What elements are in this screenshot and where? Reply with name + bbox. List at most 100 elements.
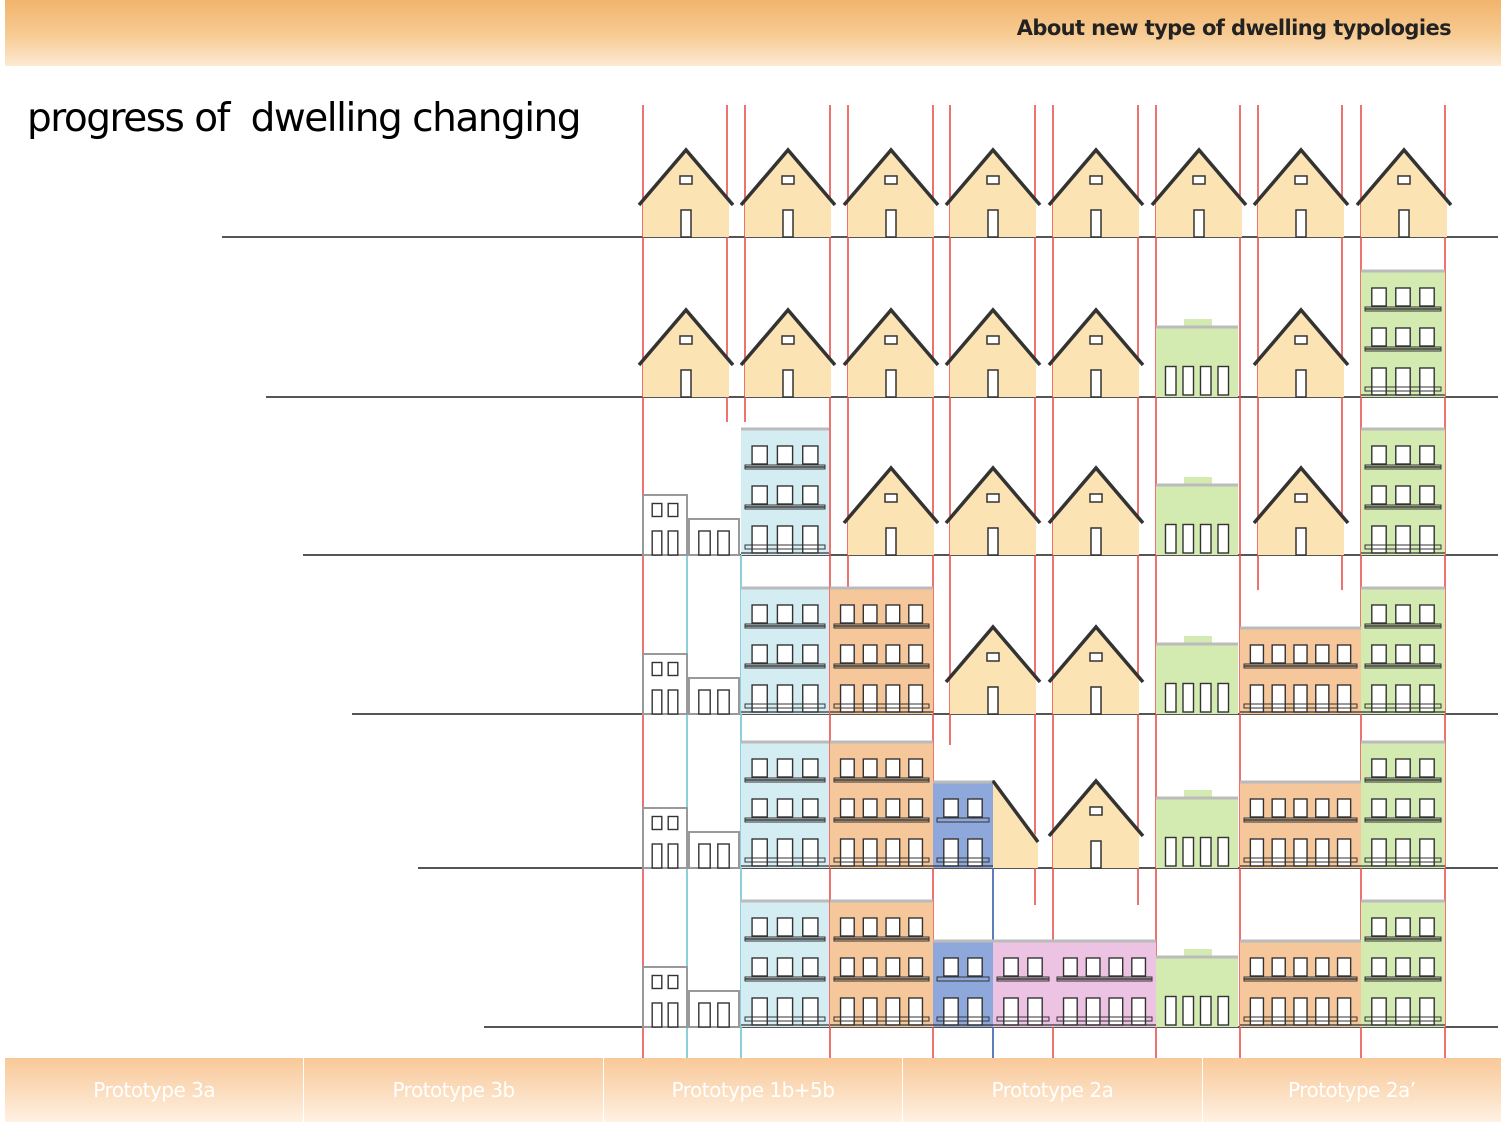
door [1182,365,1195,396]
window [651,815,663,831]
door [1164,995,1177,1026]
house [739,307,837,398]
door [987,369,999,398]
window [776,644,794,664]
door [1090,527,1102,556]
window [667,974,679,990]
window [1271,644,1286,664]
window [1192,175,1206,185]
door [987,527,999,556]
door [698,530,711,556]
small-row-unit [642,653,740,715]
window [1062,957,1078,977]
window [986,335,1000,345]
window [751,917,768,937]
window [1395,327,1411,347]
door [782,209,794,238]
window [751,445,768,465]
tab-prototype-2a-prime[interactable]: Prototype 2a’ [1287,1078,1416,1102]
window [802,485,819,505]
door [885,527,897,556]
window [1294,175,1308,185]
door [1182,836,1195,867]
window [1371,917,1387,937]
window [908,758,924,778]
door [717,689,730,715]
prototype-bar: Prototype 3a Prototype 3b Prototype 1b+5… [5,1058,1501,1122]
window [839,798,855,818]
house [842,465,940,556]
window [1271,798,1286,818]
window [862,957,878,977]
row-stage-6 [642,899,1445,1028]
light-blue-apartment [741,899,829,1027]
window [1371,327,1387,347]
green-apartment [1361,740,1445,868]
house [944,465,1042,556]
window [1419,327,1435,347]
row-stage-5 [642,740,1445,869]
window [802,445,819,465]
window [1371,485,1387,505]
tab-prototype-3a[interactable]: Prototype 3a [5,1058,305,1122]
door [987,209,999,238]
window [986,175,1000,185]
window [1419,957,1435,977]
window [885,604,901,624]
house [944,147,1042,238]
door [1182,995,1195,1026]
blue-apartment [933,939,993,1027]
window [1089,175,1103,185]
window [1336,798,1352,818]
window [839,644,855,664]
window [1315,644,1330,664]
tab-prototype-3b[interactable]: Prototype 3b [304,1058,604,1122]
small-row-unit [642,966,740,1028]
green-low-rise [1156,477,1238,555]
window [667,502,679,518]
tab-prototype-1b-5b[interactable]: Prototype 1b+5b [604,1058,904,1122]
door [651,843,663,869]
window [1371,957,1387,977]
window [1249,957,1265,977]
house [1252,147,1350,238]
door [717,530,730,556]
green-low-rise [1156,319,1238,397]
orange-apartment [1240,626,1361,714]
window [1371,758,1387,778]
row-stage-4 [642,586,1445,715]
window [1249,798,1265,818]
tab-prototype-2a[interactable]: Prototype 2a [903,1058,1203,1122]
window [776,917,794,937]
window [781,335,795,345]
window [651,661,663,677]
window [1293,798,1308,818]
window [1395,917,1411,937]
window [885,957,901,977]
door [651,689,663,715]
door [1199,365,1212,396]
window [862,758,878,778]
pink-apartment [993,939,1053,1027]
window [862,604,878,624]
header-title: About new type of dwelling typologies [1016,16,1452,40]
window [839,957,855,977]
house [637,307,735,398]
door [667,689,679,715]
window [908,957,924,977]
house [1047,147,1145,238]
window [1397,175,1411,185]
door [1199,836,1212,867]
window [651,502,663,518]
window [776,957,794,977]
window [1419,798,1435,818]
window [781,175,795,185]
window [884,493,898,503]
window [1395,798,1411,818]
door [1164,836,1177,867]
orange-apartment [1240,780,1361,868]
door [667,1002,679,1028]
window [1089,493,1103,503]
window [667,661,679,677]
window [943,798,959,818]
